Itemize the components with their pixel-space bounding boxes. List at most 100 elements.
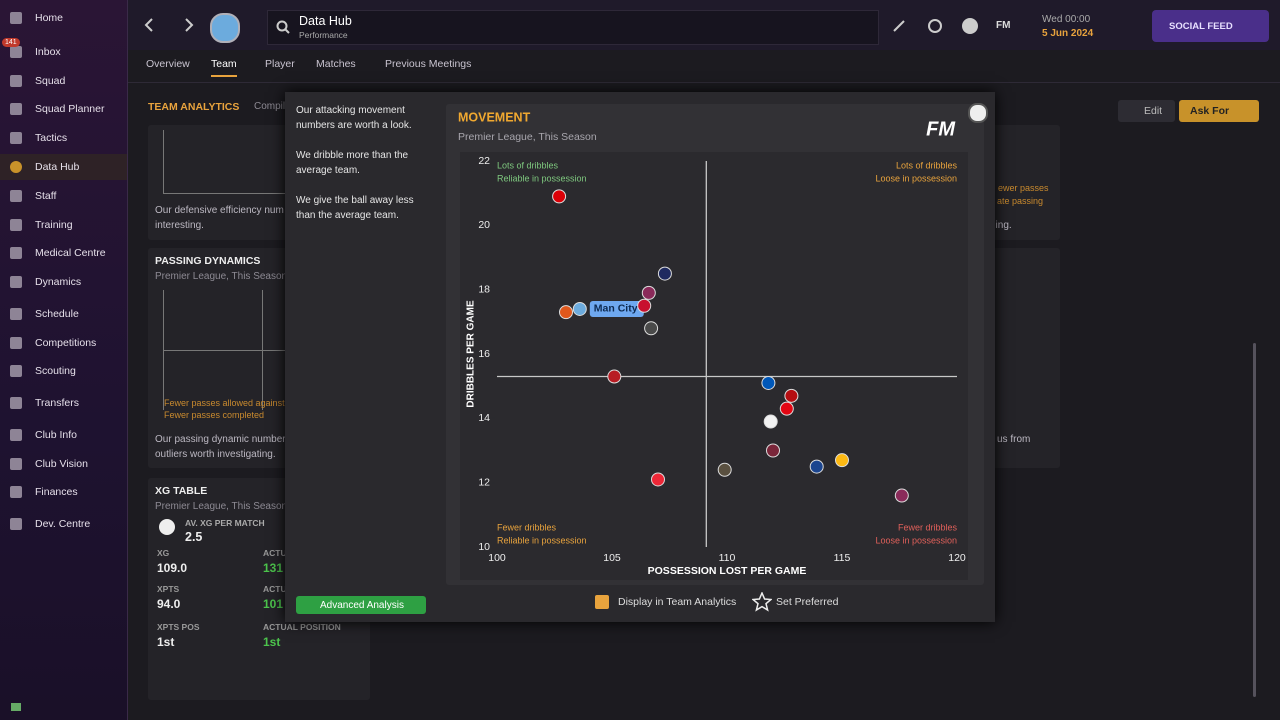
tab[interactable]: Overview bbox=[146, 58, 190, 70]
stat-value: 1st bbox=[157, 635, 175, 649]
team-point bbox=[651, 472, 665, 487]
nav-icon bbox=[10, 219, 22, 231]
club-crest[interactable] bbox=[210, 13, 240, 43]
team-point bbox=[607, 369, 622, 384]
panel-text: ate passing bbox=[997, 196, 1044, 206]
button-label: Edit bbox=[1144, 105, 1163, 117]
nav-item[interactable]: Club Info bbox=[0, 422, 127, 448]
nav-item[interactable]: Home bbox=[0, 5, 127, 31]
nav-item[interactable]: Scouting bbox=[0, 358, 127, 384]
tab[interactable]: Matches bbox=[316, 58, 356, 70]
nav-item[interactable]: Inbox bbox=[0, 39, 127, 65]
team-point bbox=[784, 388, 799, 403]
quadrant-label: Fewer dribbles bbox=[497, 522, 557, 532]
nav-label: Competitions bbox=[35, 337, 97, 349]
nav-item[interactable]: Staff bbox=[0, 183, 127, 209]
team-point bbox=[641, 285, 656, 300]
chart-subtitle: Premier League, This Season bbox=[458, 131, 597, 143]
nav-item[interactable]: Dev. Centre bbox=[0, 511, 127, 537]
edit-button[interactable]: Edit bbox=[1118, 100, 1175, 122]
tab[interactable]: Previous Meetings bbox=[385, 58, 472, 70]
note: We dribble more than the average team. bbox=[296, 150, 409, 176]
nav-item[interactable]: Finances bbox=[0, 479, 127, 505]
nav-item[interactable]: Squad bbox=[0, 68, 127, 94]
nav-icon bbox=[10, 458, 22, 470]
page-subtitle: Performance bbox=[299, 30, 348, 40]
section-note: Compil bbox=[254, 101, 286, 112]
set-preferred[interactable]: Set Preferred bbox=[776, 596, 839, 608]
y-axis-label: DRIBBLES PER GAME bbox=[466, 300, 477, 408]
team-point bbox=[637, 298, 652, 313]
brand-logo: FM bbox=[926, 118, 956, 140]
date: 5 Jun 2024 bbox=[1042, 28, 1094, 39]
chart-title: MOVEMENT bbox=[458, 110, 531, 124]
stat-label: ACTUAL bbox=[263, 584, 298, 594]
nav-item[interactable]: Dynamics bbox=[0, 269, 127, 295]
nav-item[interactable]: Competitions bbox=[0, 330, 127, 356]
bottom-icon bbox=[11, 703, 21, 711]
nav-item[interactable]: Data Hub bbox=[0, 154, 127, 180]
advanced-analysis-button[interactable]: Advanced Analysis bbox=[296, 596, 426, 614]
social-feed-button[interactable]: SOCIAL FEED bbox=[1152, 10, 1269, 42]
nav-label: Transfers bbox=[35, 397, 79, 409]
nav-icon bbox=[10, 397, 22, 409]
team-point bbox=[552, 189, 567, 204]
nav-item[interactable]: Squad Planner bbox=[0, 96, 127, 122]
checkbox-label[interactable]: Display in Team Analytics bbox=[618, 596, 737, 608]
search-box[interactable]: Data Hub Performance bbox=[267, 10, 879, 45]
note: We give the ball away less than the aver… bbox=[296, 195, 414, 221]
stat-label: ACTUAL bbox=[263, 548, 298, 558]
tab[interactable]: Player bbox=[265, 58, 295, 70]
tab-divider bbox=[128, 82, 1280, 83]
button-label: Ask For bbox=[1190, 105, 1230, 117]
ask-for-button[interactable]: Ask For bbox=[1179, 100, 1259, 122]
tab[interactable]: Team bbox=[211, 58, 237, 77]
x-tick-label: 115 bbox=[834, 552, 851, 564]
y-tick-label: 10 bbox=[478, 541, 490, 553]
nav-arrows[interactable] bbox=[142, 15, 202, 35]
team-point bbox=[809, 459, 824, 474]
notes: Our attacking movement numbers are worth… bbox=[296, 103, 431, 238]
panel-subtitle: Premier League, This Season bbox=[155, 501, 288, 512]
nav-item[interactable]: Schedule bbox=[0, 301, 127, 327]
nav-item[interactable]: Training bbox=[0, 212, 127, 238]
defensive-panel: Our defensive efficiency num interesting… bbox=[148, 125, 308, 240]
panel-text: Our passing dynamic number bbox=[155, 434, 286, 445]
nav-label: Dev. Centre bbox=[35, 518, 91, 530]
axis bbox=[262, 290, 263, 410]
y-tick-label: 14 bbox=[478, 412, 490, 424]
fm-button[interactable]: FM bbox=[996, 20, 1011, 31]
close-button[interactable] bbox=[968, 103, 988, 123]
nav-icon bbox=[10, 12, 22, 24]
nav-item[interactable]: Transfers bbox=[0, 390, 127, 416]
nav-item[interactable]: Tactics bbox=[0, 125, 127, 151]
stat-label: AV. XG PER MATCH bbox=[185, 518, 265, 528]
analysis-modal: Our attacking movement numbers are worth… bbox=[285, 92, 995, 622]
panel-text: outliers worth investigating. bbox=[155, 449, 276, 460]
nav-icon bbox=[10, 132, 22, 144]
nav-item[interactable]: Medical Centre bbox=[0, 240, 127, 266]
team-point bbox=[779, 401, 794, 416]
quadrant-label: Lots of dribbles bbox=[896, 160, 958, 170]
point-label-bg bbox=[589, 300, 644, 317]
quadrant-label: Fewer passes completed bbox=[164, 410, 265, 420]
ball-icon bbox=[159, 519, 175, 535]
checkbox[interactable] bbox=[595, 595, 609, 609]
sidebar: Home Inbox Squad Squad Planner Tactics Data H… bbox=[0, 0, 128, 720]
nav-label: Data Hub bbox=[35, 161, 80, 173]
quadrant-label: Lots of dribbles bbox=[497, 160, 559, 170]
nav-icon bbox=[10, 46, 22, 58]
nav-label: Staff bbox=[35, 190, 57, 202]
nav-label: Inbox bbox=[35, 46, 61, 58]
button-label: Advanced Analysis bbox=[320, 600, 404, 611]
stat-label: XG bbox=[157, 548, 170, 558]
right-panel: us from bbox=[985, 248, 1060, 468]
star-icon[interactable] bbox=[752, 592, 772, 612]
chart-card: MOVEMENT Premier League, This Season FM 10 1… bbox=[446, 104, 984, 585]
nav-icon bbox=[10, 518, 22, 530]
nav-item[interactable]: Club Vision bbox=[0, 451, 127, 477]
scrollbar[interactable] bbox=[1253, 343, 1256, 697]
toolbar-icons[interactable] bbox=[892, 17, 1012, 35]
nav-icon bbox=[10, 429, 22, 441]
nav-label: Club Vision bbox=[35, 458, 88, 470]
